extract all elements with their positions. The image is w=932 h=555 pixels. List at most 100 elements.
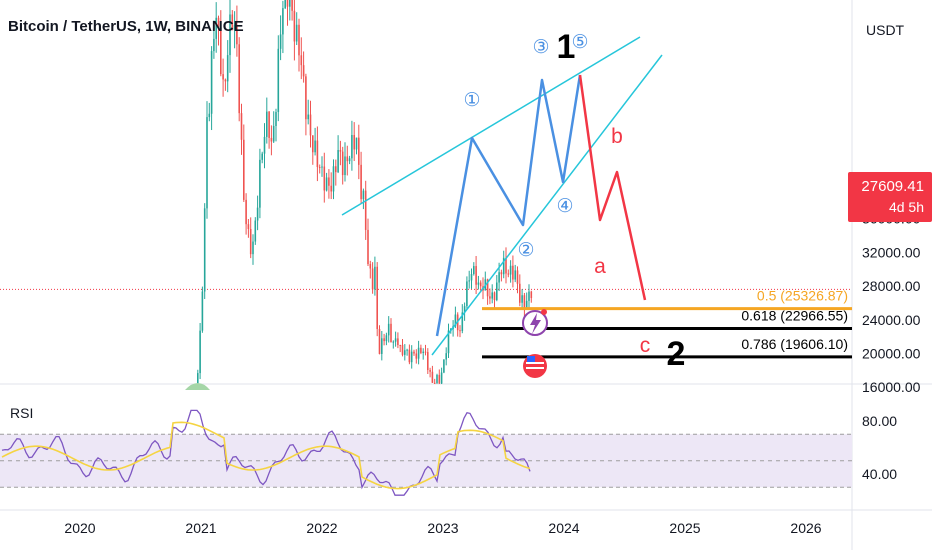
candle-body	[477, 282, 480, 285]
candle-body	[367, 229, 369, 265]
rsi-line	[1, 409, 531, 496]
candle-body	[397, 338, 399, 345]
rsi-pane: RSI	[0, 383, 852, 496]
currency-label: USDT	[866, 22, 905, 38]
candle-body	[224, 79, 227, 82]
candle-body	[256, 207, 259, 221]
candle-body	[385, 335, 388, 342]
candle-body	[353, 135, 355, 150]
fib-level-label: 0.618 (22966.55)	[741, 308, 848, 324]
candle-body	[272, 125, 275, 142]
candle-body	[445, 353, 447, 360]
candle-body	[479, 282, 482, 287]
candle-body	[341, 151, 344, 176]
candle-body	[364, 190, 367, 230]
candle-body	[220, 27, 222, 75]
candle-body	[195, 401, 197, 409]
candle-body	[268, 111, 270, 138]
rsi-label: RSI	[10, 405, 33, 421]
candle-body	[415, 353, 418, 359]
candle-body	[314, 140, 316, 153]
event-icon-earnings	[522, 309, 548, 336]
candle-body	[252, 241, 254, 255]
correction-wave	[578, 74, 647, 301]
candle-body	[433, 382, 436, 384]
candle-body	[454, 314, 457, 327]
degree-wave-label: 1	[557, 28, 576, 66]
channel-upper-line	[341, 36, 641, 216]
candle-body	[475, 266, 477, 285]
candle-body	[390, 323, 392, 343]
candles	[188, 0, 533, 433]
candle-body	[528, 291, 530, 301]
candle-body	[206, 117, 208, 209]
candle-body	[346, 156, 349, 162]
candle-body	[463, 306, 466, 313]
candle-body	[279, 34, 282, 49]
time-tick-label: 2020	[64, 520, 95, 536]
candle-body	[208, 113, 211, 118]
candle-body	[406, 349, 408, 351]
price-badge: 27609.41 4d 5h	[848, 172, 932, 222]
candle-body	[429, 369, 431, 372]
time-tick-label: 2022	[306, 520, 337, 536]
candle-body	[275, 112, 277, 126]
channel-lower-line	[431, 54, 663, 356]
candle-body	[284, 0, 286, 9]
candle-body	[436, 374, 438, 383]
candle-body	[489, 296, 491, 299]
candle-body	[309, 114, 312, 136]
candle-body	[298, 24, 300, 56]
candle-body	[236, 25, 238, 45]
fib-level-label: 0.786 (19606.10)	[741, 336, 848, 352]
candle-body	[392, 341, 395, 343]
candle-body	[466, 281, 468, 307]
rsi-tick-label: 40.00	[862, 466, 897, 482]
candle-body	[286, 0, 289, 7]
correction-wave-label: c	[640, 334, 651, 357]
candle-body	[238, 44, 240, 114]
candle-body	[459, 330, 461, 332]
candle-body	[394, 338, 397, 342]
candle-body	[201, 291, 204, 331]
event-icon-us	[523, 354, 547, 378]
candle-body	[387, 323, 390, 336]
time-tick-label: 2021	[185, 520, 216, 536]
candle-body	[243, 139, 245, 200]
candle-body	[312, 135, 314, 153]
candle-body	[266, 111, 268, 137]
candle-body	[190, 424, 192, 429]
time-tick-label: 2026	[790, 520, 821, 536]
candle-body	[383, 338, 385, 342]
candle-body	[203, 208, 206, 292]
candle-body	[371, 268, 374, 290]
candle-body	[500, 272, 503, 275]
candle-body	[199, 330, 201, 374]
lightning-icon	[530, 313, 541, 334]
candle-body	[401, 345, 404, 355]
candle-body	[470, 274, 473, 281]
candle-body	[369, 264, 372, 269]
candle-body	[188, 428, 190, 433]
impulse-wave	[435, 74, 582, 337]
candle-body	[348, 158, 351, 162]
candle-body	[523, 295, 526, 309]
candle-body	[332, 166, 335, 192]
candle-body	[438, 374, 441, 384]
candle-body	[339, 150, 342, 152]
candle-body	[259, 159, 261, 208]
candle-body	[374, 266, 376, 290]
candle-body	[249, 228, 252, 255]
candle-body	[295, 24, 298, 42]
candle-body	[493, 292, 496, 301]
correction-wave-label: b	[611, 125, 623, 148]
candle-body	[321, 166, 323, 168]
time-tick-label: 2024	[548, 520, 579, 536]
flag-canton	[527, 356, 535, 362]
candle-body	[300, 55, 303, 66]
price-badge-value: 27609.41	[861, 178, 924, 195]
time-tick-label: 2023	[427, 520, 458, 536]
candle-body	[325, 177, 328, 191]
candle-body	[420, 347, 422, 353]
